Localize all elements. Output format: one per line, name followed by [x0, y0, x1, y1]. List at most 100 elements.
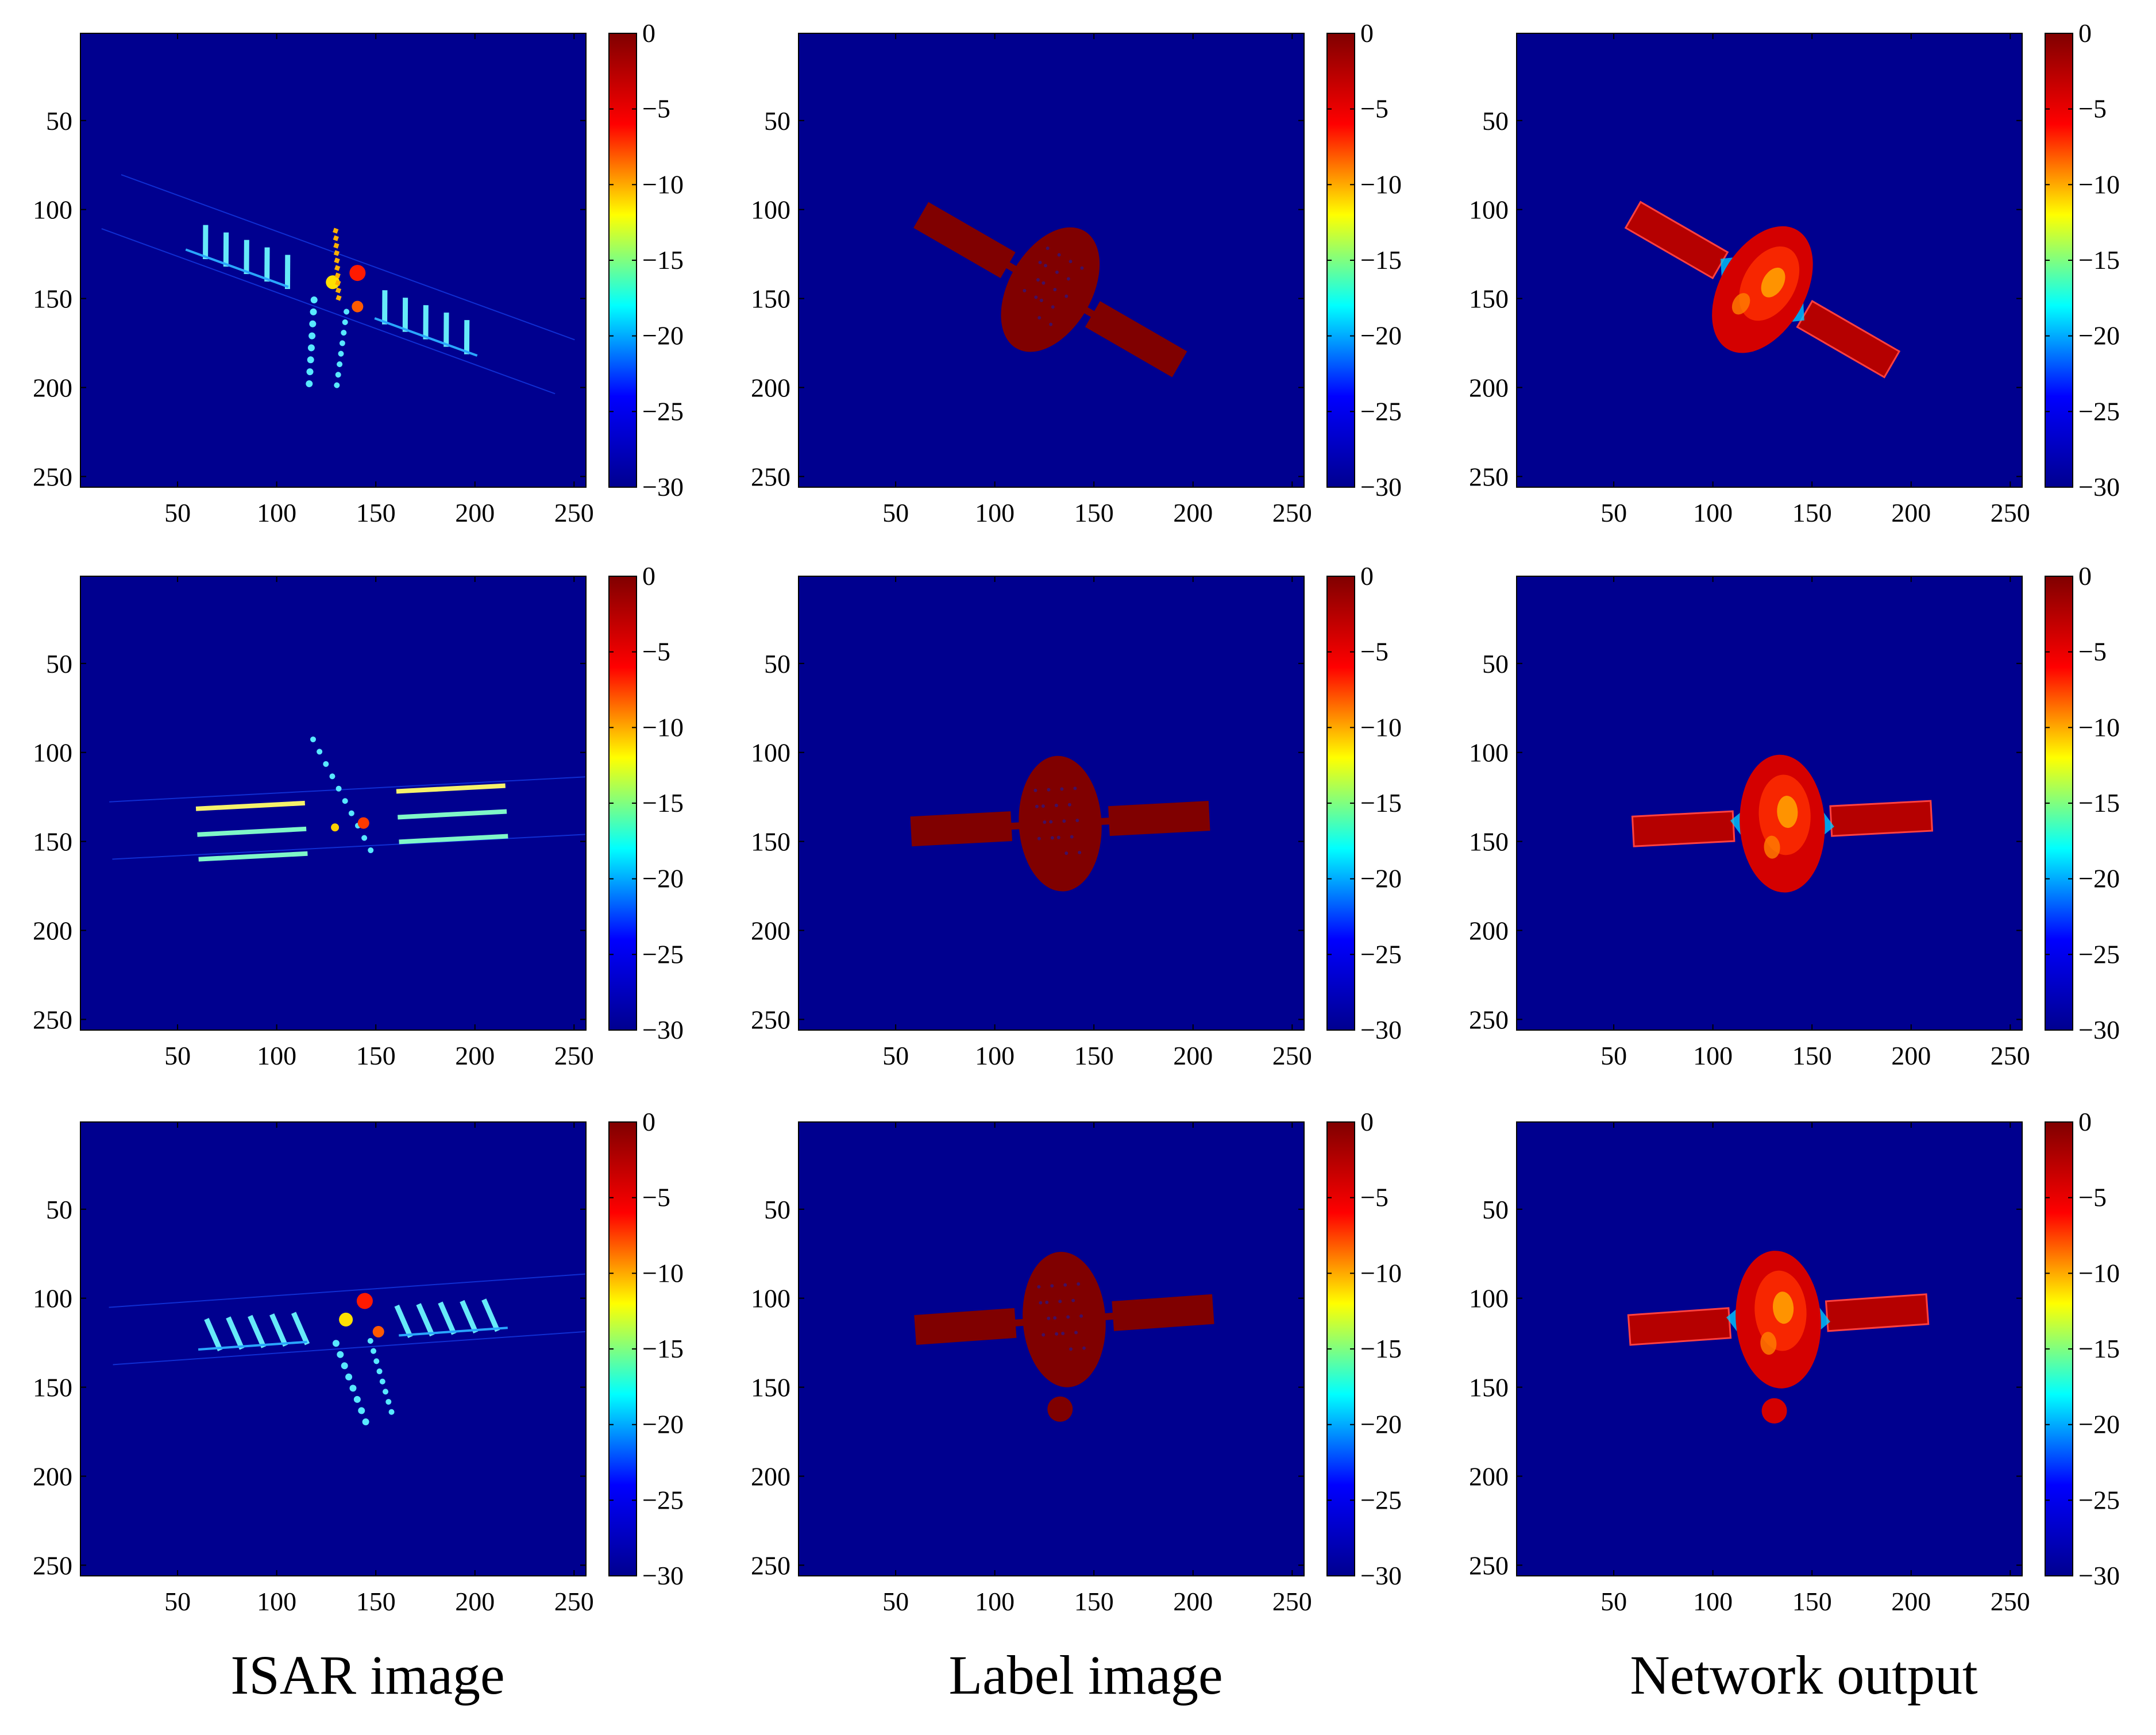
y-tick-label: 200 [1469, 373, 1509, 403]
axes-frame [1516, 576, 2023, 1031]
colorbar-tick-label: −30 [642, 472, 684, 502]
column-caption-label: Label image [948, 1644, 1223, 1706]
x-tick-label: 200 [1173, 1041, 1213, 1070]
colorbar-tick-label: −25 [642, 396, 684, 426]
x-tick-label: 250 [554, 1041, 594, 1070]
colorbar: 0 −5 −10 −15 −20 −25 −30 [1326, 561, 1402, 1044]
y-tick-label: 50 [764, 106, 790, 136]
y-tick-label: 250 [33, 1551, 72, 1580]
y-tick-label: 100 [33, 738, 72, 768]
heatmap-content [1624, 201, 1901, 379]
colorbar-tick-label: 0 [2078, 18, 2092, 48]
axes-frame [80, 576, 587, 1031]
x-tick-label: 150 [1792, 1587, 1832, 1616]
x-tick-label: 250 [554, 498, 594, 527]
x-tick-label: 50 [164, 1041, 191, 1070]
x-tick-label: 150 [1074, 498, 1114, 527]
x-tick-label: 250 [1272, 1041, 1312, 1070]
label-mask-mark [910, 755, 1210, 892]
x-tick-label: 250 [554, 1587, 594, 1616]
x-tick-label: 250 [1991, 498, 2030, 527]
colorbar-tick-label: −5 [1360, 94, 1389, 124]
x-tick-label: 250 [1272, 498, 1312, 527]
colorbar-tick-label: 0 [2078, 561, 2092, 591]
y-tick-label: 150 [1469, 284, 1509, 314]
colorbar-tick-label: −5 [2078, 637, 2107, 666]
colorbar-tick-label: −25 [1360, 1485, 1402, 1514]
colorbar: 0 −5 −10 −15 −20 −25 −30 [1326, 1107, 1402, 1590]
heatmap-background [80, 576, 586, 1030]
column-caption-network: Network output [1630, 1644, 1978, 1706]
colorbar-tick-label: −15 [1360, 245, 1402, 275]
x-tick-label: 50 [882, 1587, 909, 1616]
colorbar-tick-label: −30 [1360, 472, 1402, 502]
y-tick-label: 150 [33, 284, 72, 314]
colorbar: 0 −5 −10 −15 −20 −25 −30 [608, 1107, 684, 1590]
y-tick-label: 50 [1482, 1195, 1509, 1224]
y-tick-label: 100 [751, 738, 790, 768]
colorbar-tick-label: −15 [2078, 1334, 2120, 1363]
x-tick-label: 250 [1991, 1587, 2030, 1616]
x-tick-label: 50 [1600, 498, 1627, 527]
y-tick-label: 200 [33, 373, 72, 403]
axes-frame [798, 1121, 1305, 1576]
colorbar-tick-label: −10 [642, 712, 684, 742]
heatmap-content [1627, 1251, 1930, 1424]
colorbar-tick-label: 0 [642, 1107, 655, 1136]
colorbar-tick-label: −20 [2078, 321, 2120, 350]
x-tick-label: 100 [975, 1587, 1015, 1616]
heatmap-content [109, 736, 586, 862]
colorbar-tick-label: −20 [642, 321, 684, 350]
y-tick-label: 200 [1469, 1462, 1509, 1491]
colorbar-tick-label: −10 [2078, 1258, 2120, 1287]
y-tick-label: 150 [33, 1373, 72, 1402]
isar-scatterers-mark [109, 736, 586, 862]
y-tick-label: 100 [751, 195, 790, 225]
colorbar-tick-label: −15 [1360, 788, 1402, 818]
isar-scatterers-mark [101, 174, 575, 395]
x-tick-label: 50 [1600, 1587, 1627, 1616]
x-tick-label: 150 [356, 1041, 396, 1070]
x-tick-label: 150 [1792, 498, 1832, 527]
y-tick-label: 150 [751, 1373, 790, 1402]
x-tick-label: 200 [455, 1587, 495, 1616]
x-tick-label: 200 [1891, 1041, 1931, 1070]
panel-row2-col1: 50 100 150 200 250 50 100 150 200 250 0 −5 −10 −15 −20… [33, 561, 684, 1070]
colorbar-tick-label: −10 [2078, 169, 2120, 199]
y-tick-label: 250 [1469, 1005, 1509, 1034]
axes-frame [798, 576, 1305, 1031]
colorbar-tick-label: −15 [2078, 788, 2120, 818]
y-tick-label: 250 [751, 1005, 790, 1034]
x-tick-label: 200 [455, 498, 495, 527]
heatmap-content [914, 1252, 1214, 1422]
colorbar-tick-label: −30 [2078, 1561, 2120, 1590]
colorbar: 0 −5 −10 −15 −20 −25 −30 [2045, 18, 2120, 502]
heatmap-content [101, 174, 575, 395]
x-tick-label: 200 [1173, 1587, 1213, 1616]
colorbar-tick-label: −10 [642, 1258, 684, 1287]
y-tick-label: 50 [1482, 106, 1509, 136]
colorbar-tick-label: −5 [2078, 1183, 2107, 1212]
colorbar: 0 −5 −10 −15 −20 −25 −30 [2045, 1107, 2120, 1590]
y-tick-label: 250 [33, 462, 72, 491]
axes-frame [798, 33, 1305, 488]
colorbar-tick-label: −5 [642, 1183, 670, 1212]
column-caption-isar: ISAR image [230, 1644, 505, 1706]
colorbar-tick-label: −5 [1360, 1183, 1389, 1212]
y-tick-label: 50 [1482, 649, 1509, 678]
heatmap-content [1631, 754, 1934, 893]
y-tick-label: 200 [33, 1462, 72, 1491]
x-tick-label: 50 [882, 1041, 909, 1070]
colorbar-tick-label: −15 [1360, 1334, 1402, 1363]
colorbar-tick-label: −25 [2078, 1485, 2120, 1514]
colorbar-tick-label: −20 [1360, 864, 1402, 893]
panel-row3-col1: 50 100 150 200 250 50 100 150 200 250 0 −5 −10 −15 −20… [33, 1107, 684, 1616]
x-tick-label: 50 [882, 498, 909, 527]
x-tick-label: 100 [257, 1587, 296, 1616]
colorbar-tick-label: 0 [2078, 1107, 2092, 1136]
panel-row1-col1: 50 100 150 200 250 50 100 150 200 250 0 −5 −10 −15 −20… [33, 18, 684, 527]
axes-frame [80, 33, 587, 488]
y-tick-label: 200 [751, 373, 790, 403]
label-mask-mark [913, 202, 1187, 377]
